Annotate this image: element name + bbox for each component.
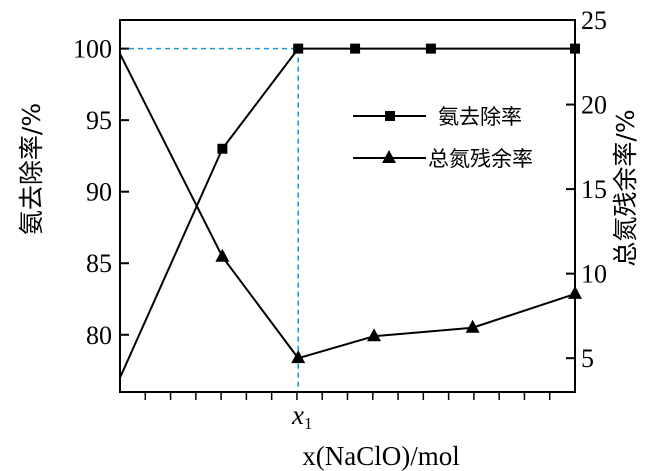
left-tick-label: 80 [86,321,112,350]
reference-lines [120,47,300,392]
legend: 氨去除率 总氮残余率 [353,105,533,171]
right-axis-label: 总氮残余率/% [611,109,640,266]
x-tick-label-sub: 1 [304,414,313,433]
series-layer [119,43,582,379]
left-tick-label: 100 [73,35,112,64]
right-tick-label: 25 [581,6,607,35]
nitrogen-point [465,319,480,333]
x-tick-label-x1: x1 [291,400,312,433]
series-line-2 [119,53,576,360]
left-tick-label: 90 [86,178,112,207]
labels-layer: 80 85 90 95 100 5 10 15 20 25 [73,6,607,373]
left-tick-label: 85 [86,249,112,278]
x-tick-label-main: x [291,400,304,430]
legend-label-ammonia: 氨去除率 [438,105,522,129]
nitrogen-point [291,350,306,364]
series-line-1 [119,47,575,379]
nitrogen-point [367,328,382,342]
right-tick-label: 5 [581,344,594,373]
ammonia-point [293,43,304,54]
left-axis-label: 氨去除率/% [17,103,46,235]
ammonia-point [350,43,361,54]
right-tick-label: 20 [581,91,607,120]
x-axis-label: x(NaClO)/mol [302,441,459,471]
plot-frame [119,19,576,393]
ticks-layer [120,19,575,400]
nitrogen-point [215,248,230,262]
right-tick-label: 10 [581,260,607,289]
ammonia-point [425,43,436,54]
legend-marker-nitrogen [382,150,396,163]
right-tick-label: 15 [581,175,607,204]
legend-label-nitrogen: 总氮残余率 [428,147,533,171]
left-tick-label: 95 [86,106,112,135]
ammonia-point [217,143,228,154]
legend-marker-ammonia [385,111,395,121]
